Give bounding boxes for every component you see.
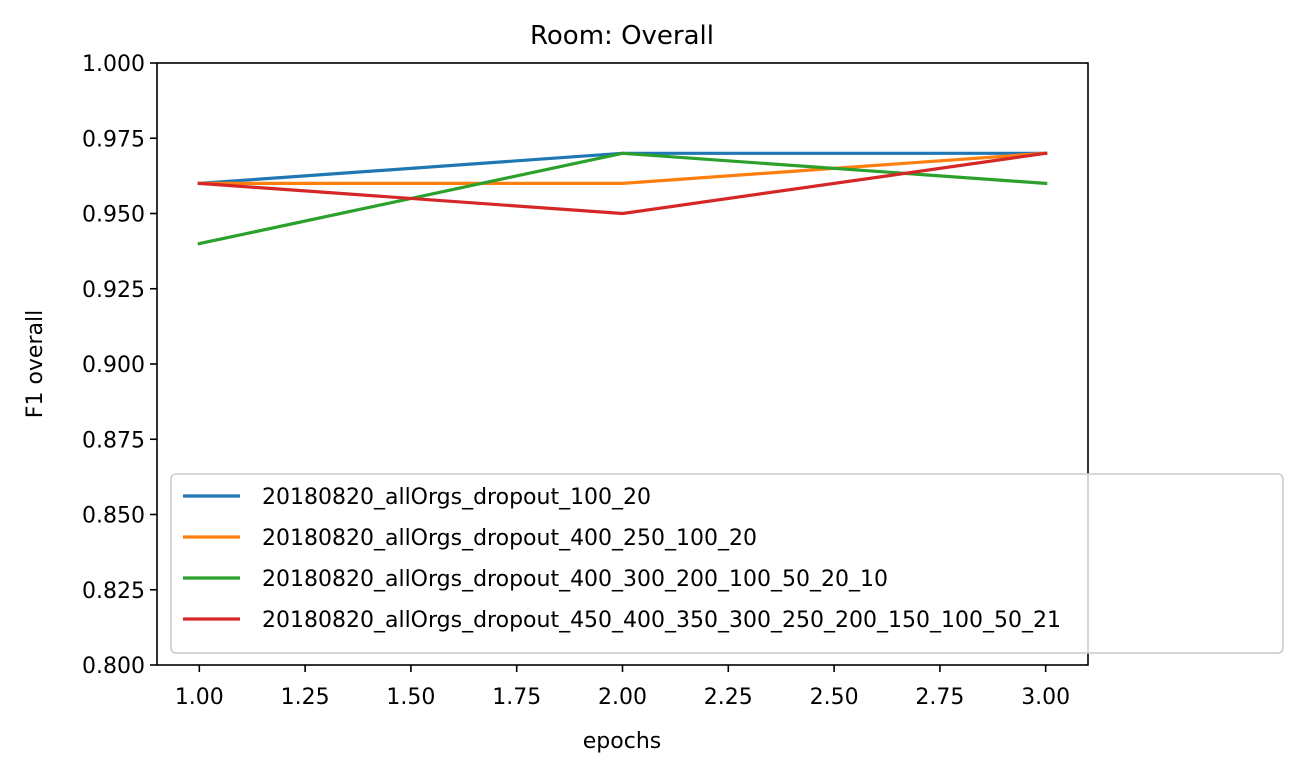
y-tick-label: 0.975 <box>82 127 145 152</box>
x-axis: 1.00 1.25 1.50 1.75 2.00 2.25 2.50 2.75 3.00 <box>175 665 1070 710</box>
legend-label: 20180820_allOrgs_dropout_450_400_350_300… <box>262 608 1061 633</box>
series-line-4 <box>197 151 1048 216</box>
y-tick-label: 0.825 <box>82 579 145 604</box>
x-tick-label: 1.75 <box>492 685 541 710</box>
x-tick-label: 1.50 <box>386 685 435 710</box>
series-line-2 <box>197 151 1048 185</box>
y-axis: 0.800 0.825 0.850 0.875 0.900 0.925 0.950 0.975… <box>82 52 157 679</box>
legend-label: 20180820_allOrgs_dropout_400_250_100_20 <box>262 526 757 551</box>
y-tick-label: 0.850 <box>82 504 145 529</box>
x-tick-label: 1.00 <box>175 685 224 710</box>
x-tick-label: 2.25 <box>704 685 753 710</box>
y-tick-label: 0.800 <box>82 654 145 679</box>
x-tick-label: 2.75 <box>915 685 964 710</box>
y-tick-label: 1.000 <box>82 52 145 77</box>
x-tick-label: 1.25 <box>281 685 330 710</box>
x-tick-label: 3.00 <box>1021 685 1070 710</box>
chart-title: Room: Overall <box>530 21 714 51</box>
x-tick-label: 2.00 <box>598 685 647 710</box>
legend-label: 20180820_allOrgs_dropout_400_300_200_100… <box>262 567 888 592</box>
legend-label: 20180820_allOrgs_dropout_100_20 <box>262 485 651 510</box>
y-axis-label: F1 overall <box>23 310 48 418</box>
series-layer <box>197 151 1048 246</box>
y-tick-label: 0.925 <box>82 278 145 303</box>
y-tick-label: 0.900 <box>82 353 145 378</box>
x-axis-label: epochs <box>583 729 661 754</box>
y-tick-label: 0.875 <box>82 428 145 453</box>
y-tick-label: 0.950 <box>82 203 145 228</box>
legend-box <box>170 473 1284 654</box>
legend: 20180820_allOrgs_dropout_100_20 20180820_… <box>170 473 1284 654</box>
x-tick-label: 2.50 <box>810 685 859 710</box>
